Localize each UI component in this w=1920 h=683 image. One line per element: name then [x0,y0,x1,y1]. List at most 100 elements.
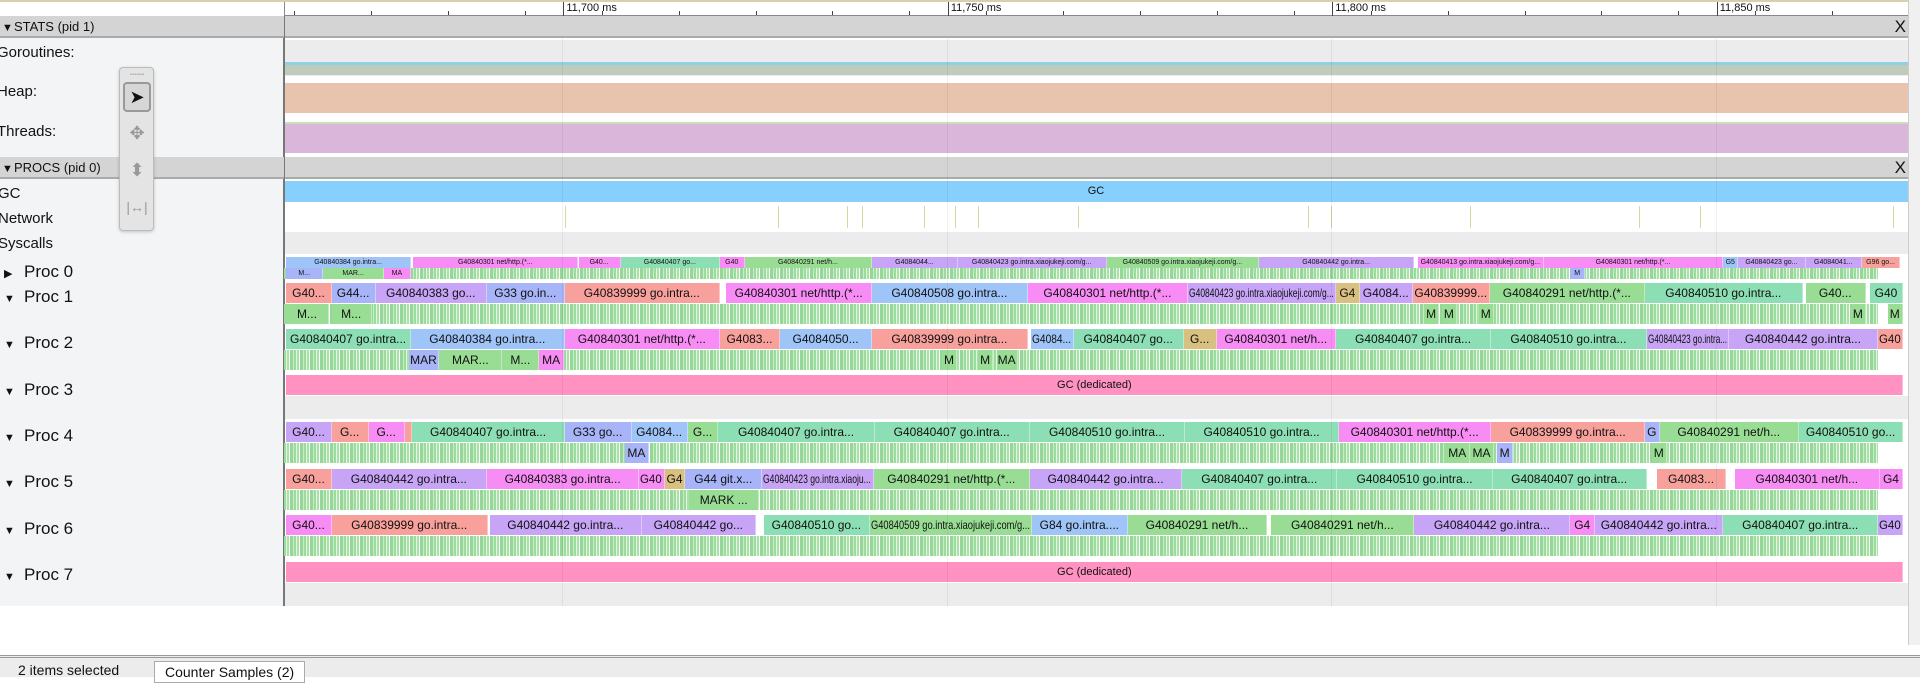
proc4-goroutine-slice[interactable]: G... [331,422,369,442]
network-event[interactable] [777,206,779,228]
proc1-activity-row[interactable] [284,304,1878,324]
proc1-mark-slice[interactable]: M [1442,304,1457,324]
proc5-goroutine-slice[interactable]: G44 git.x... [685,469,763,489]
proc1-mark-slice[interactable]: M [1478,304,1494,324]
proc2-goroutine-slice[interactable]: G40 [1878,329,1904,349]
proc5-goroutine-slice[interactable]: G40840442 go.intra... [331,469,487,489]
proc4-goroutine-slice[interactable] [404,422,413,442]
proc0-mark-slice[interactable]: M... [286,268,324,279]
network-event[interactable] [954,206,956,228]
stats-header[interactable]: ▼STATS (pid 1) X [0,16,1908,38]
proc6-goroutine-slice[interactable]: G40840407 go.intra... [1723,515,1878,535]
expand-triangle-icon[interactable]: ▼ [4,386,15,398]
vertical-scrollbar[interactable] [1908,0,1920,645]
network-event[interactable] [1308,206,1310,228]
proc1-goroutine-slice[interactable]: G40 [1869,283,1904,303]
proc4-mark-slice[interactable]: MA [1470,443,1494,463]
mouse-mode-toolbar[interactable]: ┅┅┅ ➤ ✥ ⬍ |↔| [119,67,154,231]
proc1-goroutine-slice[interactable]: G40840301 net/http.(*... [1027,283,1189,303]
proc4-goroutine-slice[interactable]: G40840510 go.intra... [1185,422,1339,442]
network-event[interactable] [1331,206,1333,228]
proc0-goroutine-slice[interactable]: G40840423 go.intra.xiaojukeji.com/g... [957,257,1107,268]
network-event[interactable] [862,206,864,228]
proc1-mark-slice[interactable]: M [1888,304,1903,324]
proc0-goroutine-slice[interactable]: G40840301 net/http.(*... [413,257,579,268]
proc1-goroutine-slice[interactable]: G4 [1335,283,1360,303]
proc2-mark-slice[interactable]: M [942,350,957,370]
proc5-activity-row[interactable] [284,490,1878,510]
proc2-mark-slice[interactable]: MA [539,350,564,370]
proc2-goroutine-slice[interactable]: G40840423 go.intra... [1646,329,1729,349]
proc4-mark-slice[interactable]: MA [624,443,650,463]
proc2-goroutine-slice[interactable]: G40840301 net/http.(*... [564,329,720,349]
proc4-mark-slice[interactable]: M [1651,443,1667,463]
proc0-goroutine-slice[interactable]: G40840413 go.intra.xiaojukeji.com/g... [1418,257,1544,268]
proc0-mark-slice[interactable]: M [1570,268,1586,279]
proc7-goroutine-slice[interactable]: GC (dedicated) [286,562,1904,582]
proc4-goroutine-slice[interactable]: G40840510 go... [1798,422,1904,442]
proc4-goroutine-slice[interactable]: G [1645,422,1660,442]
network-event[interactable] [1638,206,1640,228]
proc4-mark-slice[interactable]: MA [1445,443,1470,463]
expand-triangle-icon[interactable]: ▼ [4,571,15,583]
proc4-goroutine-slice[interactable]: G40839999 go.intra... [1491,422,1646,442]
close-stats-button[interactable]: X [1894,17,1906,36]
proc3-goroutine-slice[interactable]: GC (dedicated) [286,375,1904,395]
syscalls-track[interactable] [284,232,1908,254]
proc4-goroutine-slice[interactable]: G4084... [631,422,688,442]
proc1-goroutine-slice[interactable]: G40840291 net/http.(*... [1489,283,1645,303]
proc5-goroutine-slice[interactable]: G40840407 go.intra... [1492,469,1647,489]
expand-triangle-icon[interactable]: ▼ [4,339,15,351]
proc1-goroutine-slice[interactable]: G40... [1805,283,1866,303]
proc-2-label[interactable]: ▼ Proc 2 [4,333,73,353]
proc2-goroutine-slice[interactable]: G40840301 net/h... [1216,329,1336,349]
proc5-goroutine-slice[interactable]: G40... [286,469,332,489]
proc4-goroutine-slice[interactable]: G40840407 go.intra... [874,422,1030,442]
proc1-goroutine-slice[interactable]: G40840423 go.intra.xiaojukeji.com/g... [1188,283,1336,303]
proc0-goroutine-slice[interactable]: G40840509 go.intra.xiaojukeji.com/g... [1106,257,1259,268]
expand-triangle-icon[interactable]: ▼ [4,293,15,305]
proc2-activity-row[interactable] [284,350,1878,370]
proc0-goroutine-slice[interactable]: G40840442 go.intra... [1259,257,1415,268]
proc5-mark-slice[interactable]: MARK ... [689,490,760,510]
proc2-goroutine-slice[interactable]: G40840407 go.intra... [286,329,411,349]
proc6-activity-row[interactable] [284,536,1878,556]
network-event[interactable] [1700,206,1702,228]
proc4-mark-slice[interactable]: M [1497,443,1513,463]
proc1-goroutine-slice[interactable]: G40839999... [1412,283,1490,303]
proc1-goroutine-slice[interactable]: G44... [331,283,376,303]
proc4-activity-row[interactable] [284,443,1878,463]
network-event[interactable] [1892,206,1894,228]
proc0-goroutine-slice[interactable]: G5 [1723,257,1739,268]
proc5-goroutine-slice[interactable]: G40840407 go.intra... [1182,469,1338,489]
proc6-goroutine-slice[interactable]: G4 [1570,515,1596,535]
proc-5-label[interactable]: ▼ Proc 5 [4,472,73,492]
proc6-goroutine-slice[interactable]: G40840291 net/h... [1271,515,1415,535]
procs-header[interactable]: ▼PROCS (pid 0) X [0,157,1908,179]
proc5-goroutine-slice[interactable]: G40840423 go.intra.xiaoju... [762,469,874,489]
proc1-mark-slice[interactable]: M... [286,304,329,324]
timing-mode-button[interactable]: |↔| [123,192,151,222]
proc1-goroutine-slice[interactable]: G40839999 go.intra... [564,283,720,303]
expand-triangle-icon[interactable]: ▼ [4,525,15,537]
proc-0-label[interactable]: ▶ Proc 0 [4,262,73,282]
expand-triangle-icon[interactable]: ▼ [2,22,13,34]
proc2-goroutine-slice[interactable]: G4084... [1031,329,1074,349]
proc5-goroutine-slice[interactable]: G4 [664,469,686,489]
proc1-mark-slice[interactable]: M [1424,304,1439,324]
pan-mode-button[interactable]: ✥ [123,118,151,148]
proc2-mark-slice[interactable]: MA [996,350,1018,370]
proc5-goroutine-slice[interactable]: G40840301 net/h... [1734,469,1880,489]
proc0-mark-slice[interactable]: MA [383,268,411,279]
close-procs-button[interactable]: X [1894,158,1906,177]
proc2-goroutine-slice[interactable]: G40840407 go.intra... [1335,329,1492,349]
network-event[interactable] [977,206,979,228]
proc4-goroutine-slice[interactable]: G... [687,422,719,442]
proc5-goroutine-slice[interactable]: G40 [639,469,665,489]
proc2-goroutine-slice[interactable]: G40840407 go... [1073,329,1184,349]
proc4-goroutine-slice[interactable]: G40... [286,422,332,442]
proc0-mark-slice[interactable]: MAR... [323,268,384,279]
network-event[interactable] [1077,206,1079,228]
threads-track[interactable] [284,124,1908,153]
proc0-goroutine-slice[interactable]: G4084041... [1805,257,1862,268]
